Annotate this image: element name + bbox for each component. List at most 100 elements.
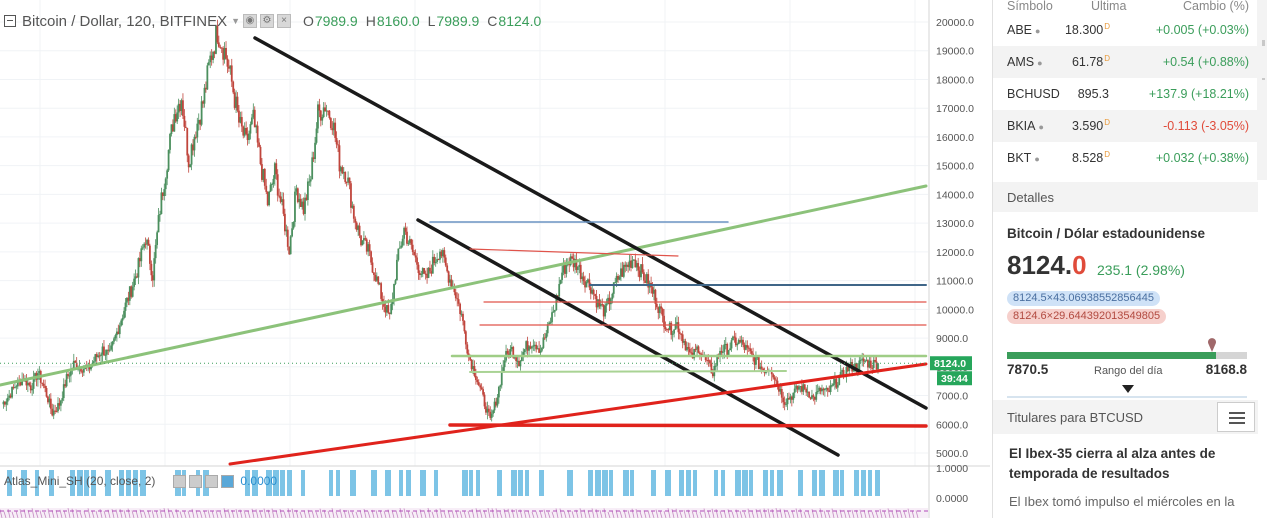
oscillator-mark [903,511,907,518]
candle-body [513,357,516,359]
indicator-bar [476,470,480,496]
eye-icon[interactable]: ◉ [243,14,257,28]
candle-body [709,360,711,364]
candle-body [697,346,700,353]
candle-body [216,25,219,43]
chevron-down-icon[interactable]: ▼ [231,16,240,26]
indicator-bar [91,470,96,496]
range-high: 8168.8 [1205,362,1247,377]
news-headline[interactable]: El Ibex-35 cierra al alza antes de tempo… [1009,446,1216,481]
oscillator-mark [103,510,107,518]
candle-body [331,128,334,131]
candle-body [796,385,799,390]
column-change[interactable]: Cambio (%) [1183,0,1249,13]
candle-body [114,335,117,339]
oscillator-mark [547,511,551,518]
candle-body [97,355,100,358]
watchlist-symbol[interactable]: AMS ● [1007,55,1043,69]
candle-body [841,370,843,372]
column-last[interactable]: Última [1091,0,1127,13]
close-icon[interactable]: × [277,14,291,28]
oscillator-mark [59,509,63,518]
candle-body [602,304,605,317]
watchlist-symbol[interactable]: BCHUSD [1007,87,1060,101]
oscillator-mark [915,510,919,518]
candle-body [111,341,114,346]
candle-body [558,283,561,297]
indicator-name[interactable]: Atlas_Mini_SH (20, close, 2) [4,474,156,488]
oscillator-mark [867,510,871,518]
candle-body [74,360,77,363]
oscillator-mark [823,510,827,518]
candle-body [688,348,691,353]
oscillator-mark [427,507,431,518]
watchlist-symbol[interactable]: BKIA ● [1007,119,1044,133]
watchlist-symbol[interactable]: BKT ● [1007,151,1040,165]
candle-body [199,120,202,125]
candle-body [772,374,775,378]
candle-body [657,307,660,313]
indicator-bar [350,470,356,496]
candle-body [334,122,337,138]
chart-area[interactable]: 20000.0 19000.0 18000.0 17000.0 16000.0 15000… [0,0,990,518]
watchlist-header: Símbolo Última Cambio (%) [993,0,1267,14]
watchlist-row[interactable]: BKIA ● 3.590D -0.113 (-3.05%) [993,110,1267,142]
candle-body [812,395,815,397]
candle-body [477,382,480,386]
candle-body [720,350,723,353]
oscillator-mark [743,511,747,518]
indicator-bar [336,470,340,496]
candle-body [176,112,179,122]
indicator-bar [539,470,544,496]
candle-body [831,385,833,387]
dot-icon: ● [1034,154,1040,164]
candle-body [390,304,393,314]
column-symbol[interactable]: Símbolo [1007,0,1053,13]
candle-body [206,65,209,90]
candle-body [867,360,869,368]
delete-icon[interactable] [205,474,219,488]
oscillator-mark [407,510,411,518]
candle-body [854,363,856,371]
oscillator-mark [907,508,911,518]
candle-body [242,126,245,136]
watchlist-row[interactable]: AMS ● 61.78D +0.54 (+0.88%) [993,46,1267,78]
collapse-icon[interactable] [4,15,16,27]
candle-body [337,144,339,146]
oscillator-mark [819,508,823,518]
watchlist-symbol[interactable]: ABE ● [1007,23,1041,37]
watchlist-row[interactable]: BKT ● 8.528D +0.032 (+0.38%) [993,142,1267,174]
candle-body [723,344,726,352]
oscillator-mark [339,508,343,518]
candle-body [14,387,16,389]
candle-body [147,239,150,246]
symbol-title[interactable]: Bitcoin / Dollar, 120, BITFINEX [22,12,228,30]
candle-body [239,117,242,123]
indicator-bar [854,470,859,496]
range-low: 7870.5 [1007,362,1049,377]
gear-icon[interactable] [189,474,203,488]
details-header[interactable]: Detalles [993,182,1258,212]
indicator-bar [812,470,817,496]
candlestick-series [2,19,879,422]
watchlist-row[interactable]: BCHUSD 895.3 +137.9 (+18.21%) [993,78,1267,110]
eye-icon[interactable] [173,474,187,488]
indicator-bar [469,470,473,496]
gear-icon[interactable]: ⚙ [260,14,274,28]
candle-body [377,276,380,284]
candle-body [510,346,513,350]
candle-body [169,134,171,150]
price-chart[interactable]: 20000.0 19000.0 18000.0 17000.0 16000.0 15000… [0,0,990,518]
candle-body [543,337,546,339]
news-header[interactable]: Titulares para BTCUSD [993,400,1258,434]
indicator-value: 0.0000 [240,474,278,488]
instrument-change: 235.1 (2.98%) [1097,262,1185,278]
watchlist-row[interactable]: ABE ● 18.300D +0.005 (+0.03%) [993,14,1267,46]
candle-body [795,385,798,389]
candle-body [90,365,92,370]
list-view-button[interactable] [1217,402,1255,432]
candle-body [493,401,496,411]
y-tick-label: 17000.0 [936,103,974,115]
more-icon[interactable] [221,474,235,488]
oscillator-mark [135,510,139,518]
